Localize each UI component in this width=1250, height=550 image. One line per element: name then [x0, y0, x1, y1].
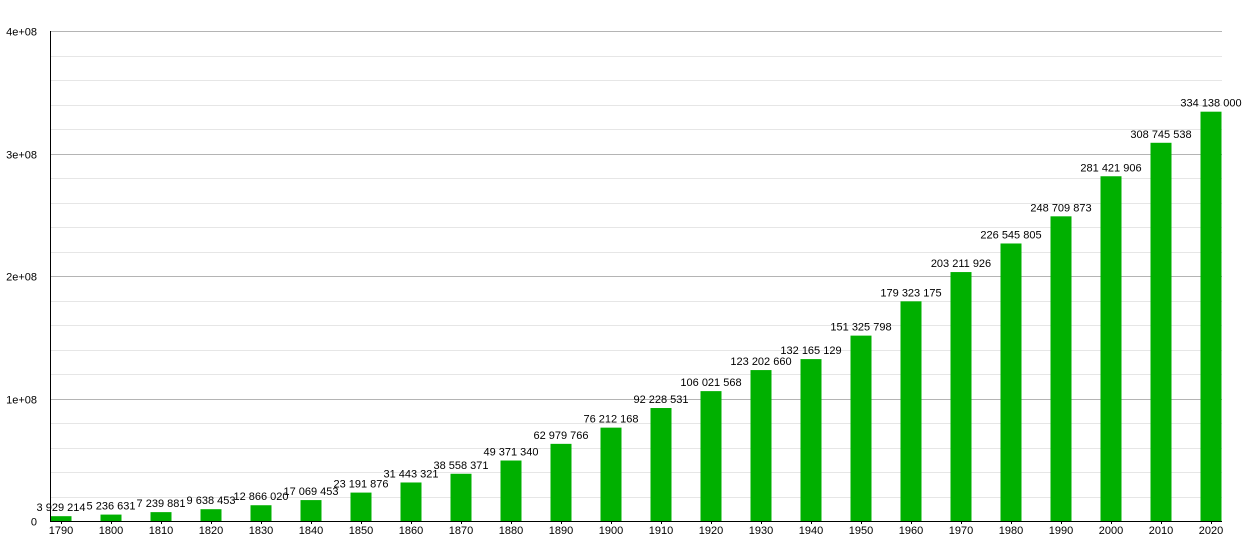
bar-1940 — [800, 359, 822, 521]
bar-value-label-1840: 17 069 453 — [283, 486, 338, 498]
x-tick-label-1910: 1910 — [649, 525, 673, 537]
bar-value-label-1980: 226 545 805 — [980, 229, 1041, 241]
bar-value-label-1890: 62 979 766 — [533, 430, 588, 442]
x-tick-label-1970: 1970 — [949, 525, 973, 537]
bar-1920 — [700, 391, 722, 521]
y-tick-label: 4e+08 — [6, 27, 37, 39]
axes: 0 1e+08 2e+08 3e+08 4e+08 1790 1800 1810 1820 183… — [6, 27, 1223, 538]
x-tick-label-1930: 1930 — [749, 525, 773, 537]
bar-value-label-2000: 281 421 906 — [1080, 162, 1141, 174]
bar-value-label-1870: 38 558 371 — [433, 460, 488, 472]
bar-value-label-1860: 31 443 321 — [383, 468, 438, 480]
bar-value-label-2020: 334 138 000 — [1180, 98, 1241, 110]
bar-value-label-1790: 3 929 214 — [37, 502, 86, 514]
y-tick-label: 0 — [31, 517, 37, 529]
bar-value-label-1850: 23 191 876 — [333, 479, 388, 491]
x-tick-label-2020: 2020 — [1199, 525, 1223, 537]
x-tick-label-1920: 1920 — [699, 525, 723, 537]
x-tick-label-1980: 1980 — [999, 525, 1023, 537]
x-tick-label-1790: 1790 — [49, 525, 73, 537]
bar-value-label-1940: 132 165 129 — [780, 345, 841, 357]
x-tick-label-1900: 1900 — [599, 525, 623, 537]
bar-1900 — [600, 427, 622, 521]
bars — [50, 111, 1222, 522]
bar-1810 — [150, 512, 172, 521]
x-tick-label-1880: 1880 — [499, 525, 523, 537]
bar-1990 — [1050, 216, 1072, 522]
x-tick-label-1840: 1840 — [299, 525, 323, 537]
bar-1950 — [850, 335, 872, 521]
bar-value-label-1810: 7 239 881 — [137, 498, 186, 510]
bar-value-label-1970: 203 211 926 — [931, 258, 991, 270]
bar-1840 — [300, 500, 322, 521]
bar-1870 — [450, 473, 472, 521]
bar-value-label-1830: 12 866 020 — [233, 491, 288, 503]
bar-1880 — [500, 460, 522, 521]
bar-value-label-1910: 92 228 531 — [633, 394, 688, 406]
bar-1800 — [100, 514, 122, 521]
bar-2000 — [1100, 176, 1122, 521]
bar-1850 — [350, 492, 372, 521]
x-tick-label-1860: 1860 — [399, 525, 423, 537]
x-tick-label-1820: 1820 — [199, 525, 223, 537]
grid-lines — [50, 31, 1222, 498]
bar-1820 — [200, 509, 222, 521]
x-tick-label-1990: 1990 — [1049, 525, 1073, 537]
bar-value-label-1990: 248 709 873 — [1030, 202, 1091, 214]
x-tick-label-1850: 1850 — [349, 525, 373, 537]
x-tick-label-1890: 1890 — [549, 525, 573, 537]
bar-2020 — [1200, 111, 1222, 522]
x-tick-label-1830: 1830 — [249, 525, 273, 537]
x-tick-label-2010: 2010 — [1149, 525, 1173, 537]
bar-1890 — [550, 443, 572, 521]
bar-value-label-1900: 76 212 168 — [583, 414, 638, 426]
bar-2010 — [1150, 142, 1172, 521]
x-tick-label-1870: 1870 — [449, 525, 473, 537]
bar-1860 — [400, 482, 422, 521]
y-tick-label: 1e+08 — [6, 395, 37, 407]
bar-1980 — [1000, 243, 1022, 521]
bar-1790 — [50, 516, 72, 521]
bar-value-label-2010: 308 745 538 — [1130, 129, 1191, 141]
bar-1910 — [650, 408, 672, 521]
bar-value-label-1950: 151 325 798 — [830, 322, 891, 334]
bar-value-label-1960: 179 323 175 — [880, 287, 941, 299]
x-tick-label-1960: 1960 — [899, 525, 923, 537]
bar-1830 — [250, 505, 272, 521]
bar-value-label-1800: 5 236 631 — [87, 501, 136, 513]
bar-1970 — [950, 272, 972, 521]
bar-value-label-1930: 123 202 660 — [730, 356, 791, 368]
x-tick-label-1810: 1810 — [149, 525, 173, 537]
bar-1930 — [750, 370, 772, 521]
y-tick-label: 3e+08 — [6, 150, 37, 162]
x-tick-label-2000: 2000 — [1099, 525, 1123, 537]
bar-value-label-1880: 49 371 340 — [483, 447, 538, 459]
x-tick-label-1800: 1800 — [99, 525, 123, 537]
bar-value-label-1820: 9 638 453 — [187, 495, 236, 507]
bar-1960 — [900, 301, 922, 521]
bar-value-label-1920: 106 021 568 — [680, 377, 741, 389]
y-tick-label: 2e+08 — [6, 272, 37, 284]
x-tick-label-1940: 1940 — [799, 525, 823, 537]
x-tick-label-1950: 1950 — [849, 525, 873, 537]
